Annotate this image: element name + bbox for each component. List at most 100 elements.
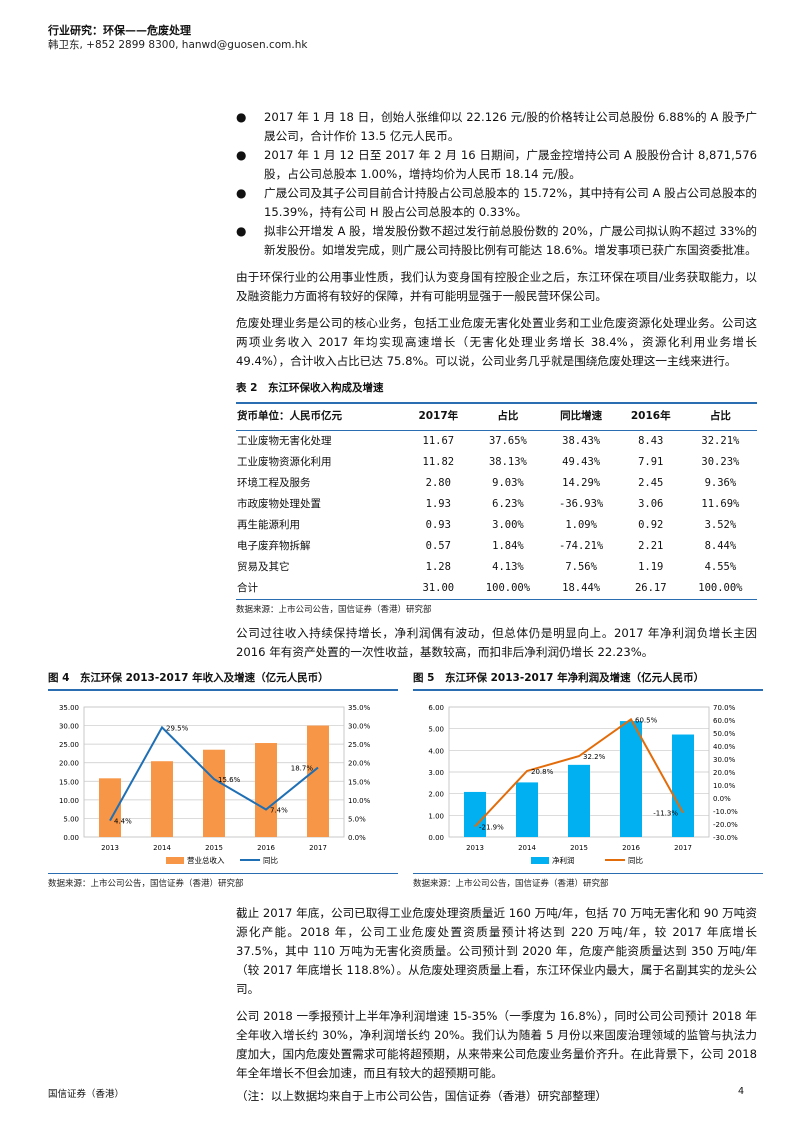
y2-tick-label: 40.0%: [713, 743, 736, 751]
legend-label: 净利润: [552, 855, 575, 865]
y-tick-label: 25.00: [59, 741, 79, 749]
data-label: 18.7%: [291, 764, 314, 772]
table-cell: 14.29%: [562, 476, 601, 489]
note: （注：以上数据均来自于上市公司公告，国信证券（香港）研究部整理）: [236, 1089, 608, 1103]
table-cell: 7.56%: [565, 560, 597, 573]
table-cell: 1.19: [638, 560, 664, 573]
table-cell: 32.21%: [701, 434, 740, 447]
table-cell: 2.80: [425, 476, 451, 489]
table-cell: 1.28: [425, 560, 451, 573]
figure-source: 数据来源：上市公司公告，国信证券（香港）研究部: [48, 879, 244, 889]
bullet-item: ● 2017 年 1 月 12 日至 2017 年 2 月 16 日期间，广晟金控…: [236, 148, 757, 181]
column-header: 同比增速: [544, 403, 618, 431]
table-cell: 37.65%: [488, 434, 527, 447]
table-cell: 环境工程及服务: [237, 476, 311, 489]
y2-tick-label: 50.0%: [713, 730, 736, 738]
data-label: 29.5%: [166, 724, 189, 732]
bar: [99, 777, 121, 837]
y2-tick-label: 70.0%: [713, 704, 736, 712]
y-tick-label: 1.00: [428, 812, 444, 820]
line-series: [474, 717, 684, 827]
data-label: 15.6%: [218, 776, 241, 784]
table-row: 工业废物资源化利用 11.82 38.13% 49.43% 7.91 30.23%: [236, 452, 757, 473]
y2-tick-label: 30.0%: [348, 722, 371, 730]
table-title: 表 2 东江环保收入构成及增速: [236, 382, 384, 394]
column-header: 货币单位：人民币亿元: [236, 403, 406, 431]
table-cell: 100.00%: [698, 581, 743, 594]
y2-tick-label: -20.0%: [713, 821, 738, 829]
bullet-item: ● 拟非公开增发 A 股，增发股份数不超过发行前总股份数的 20%，广晟公司拟认购…: [236, 224, 757, 257]
y-tick-label: 10.00: [59, 796, 79, 804]
table-cell: 电子废弃物拆解: [237, 539, 311, 552]
paragraph: 危废处理业务是公司的核心业务，包括工业危废无害化处置业务和工业危废资源化处理业务…: [236, 316, 757, 368]
revenue-table: 表 2 东江环保收入构成及增速 货币单位：人民币亿元 2017年 占比 同比增速 201…: [236, 379, 757, 616]
legend-label: 同比: [628, 855, 643, 865]
content-flow: ● 2017 年 1 月 18 日，创始人张维仰以 22.126 元/股的价格转让…: [48, 108, 763, 1106]
y2-tick-label: 20.0%: [713, 769, 736, 777]
table-cell: 8.43: [638, 434, 664, 447]
figure-5: 图 5 东江环保 2013-2017 年净利润及增速（亿元人民币） 0.00 1.0…: [413, 670, 763, 890]
table-cell: 合计: [237, 581, 258, 594]
chart-svg: 0.00 1.00 2.00 3.00 4.00 5.00 6.00 -30.0% -20.0%…: [428, 704, 738, 865]
report-section: 行业研究：环保——危废处理: [48, 24, 191, 37]
table-cell: -74.21%: [559, 539, 604, 552]
bar: [151, 760, 173, 837]
table-row: 贸易及其它 1.28 4.13% 7.56% 1.19 4.55%: [236, 557, 757, 578]
table-cell: 1.84%: [492, 539, 524, 552]
y-tick-label: 0.00: [63, 834, 79, 842]
y2-tick-label: 10.0%: [348, 796, 371, 804]
paragraph: 截止 2017 年底，公司已取得工业危废处理资质量近 160 万吨/年，包括 7…: [236, 906, 757, 996]
line-series: [109, 725, 319, 821]
y-tick-label: 0.00: [428, 834, 444, 842]
bullet-item: ● 2017 年 1 月 18 日，创始人张维仰以 22.126 元/股的价格转让…: [236, 110, 757, 143]
bullet-icon: ●: [236, 224, 247, 238]
paragraph: 公司 2018 一季报预计上半年净利润增速 15-35%（一季度为 16.8%）…: [236, 1009, 757, 1080]
bullet-icon: ●: [236, 148, 247, 162]
y-tick-label: 6.00: [428, 704, 444, 712]
author-contact: 韩卫东, +852 2899 8300, hanwd@guosen.com.hk: [48, 39, 308, 51]
table-cell: 7.91: [638, 455, 664, 468]
y2-tick-label: -30.0%: [713, 834, 738, 842]
table-cell: 4.13%: [492, 560, 524, 573]
table-cell: 贸易及其它: [237, 560, 290, 573]
table-cell: -36.93%: [559, 497, 604, 510]
table-cell: 8.44%: [704, 539, 737, 552]
y-tick-label: 3.00: [428, 769, 444, 777]
bar: [203, 749, 225, 837]
page-number: 4: [738, 1086, 745, 1097]
data-label: 32.2%: [583, 753, 606, 761]
table-cell: 11.69%: [701, 497, 740, 510]
bullet-list: ● 2017 年 1 月 18 日，创始人张维仰以 22.126 元/股的价格转让…: [236, 108, 757, 260]
x-tick-label: 2016: [257, 844, 275, 852]
bar: [516, 781, 538, 837]
table-cell: 31.00: [422, 581, 455, 594]
data-label: 7.4%: [270, 806, 288, 814]
y-tick-label: 30.00: [59, 722, 79, 730]
figure-title: 图 5 东江环保 2013-2017 年净利润及增速（亿元人民币）: [413, 672, 705, 684]
y2-tick-label: 0.0%: [713, 795, 731, 803]
table-row: 合计 31.00 100.00% 18.44% 26.17 100.00%: [236, 578, 757, 599]
table-cell: 30.23%: [701, 455, 740, 468]
x-tick-label: 2015: [205, 844, 223, 852]
table-cell: 2.45: [638, 476, 664, 489]
table-cell: 38.13%: [488, 455, 527, 468]
y-tick-label: 35.00: [59, 704, 79, 712]
legend-label: 同比: [263, 855, 278, 865]
table-cell: 11.67: [422, 434, 455, 447]
figure-row: 图 4 东江环保 2013-2017 年收入及增速（亿元人民币） 0.00 5.00…: [48, 670, 763, 890]
y-tick-label: 15.00: [59, 778, 79, 786]
table-cell: 市政废物处理处置: [237, 497, 321, 510]
legend-swatch-bar: [531, 856, 549, 864]
table-cell: 100.00%: [485, 581, 531, 594]
footer-company: 国信证券（香港）: [48, 1089, 125, 1100]
table-cell: 再生能源利用: [237, 518, 300, 531]
column-header: 2016年: [617, 403, 684, 431]
table-cell: 26.17: [634, 581, 667, 594]
data-label: 60.5%: [635, 716, 658, 724]
table-cell: 38.43%: [562, 434, 601, 447]
column-header: 2017年: [405, 403, 472, 431]
y2-tick-label: 35.0%: [348, 704, 371, 712]
y-tick-label: 5.00: [63, 815, 79, 823]
chart-svg: 0.00 5.00 10.00 15.00 20.00 25.00 30.00 35.00 0.…: [59, 704, 371, 865]
